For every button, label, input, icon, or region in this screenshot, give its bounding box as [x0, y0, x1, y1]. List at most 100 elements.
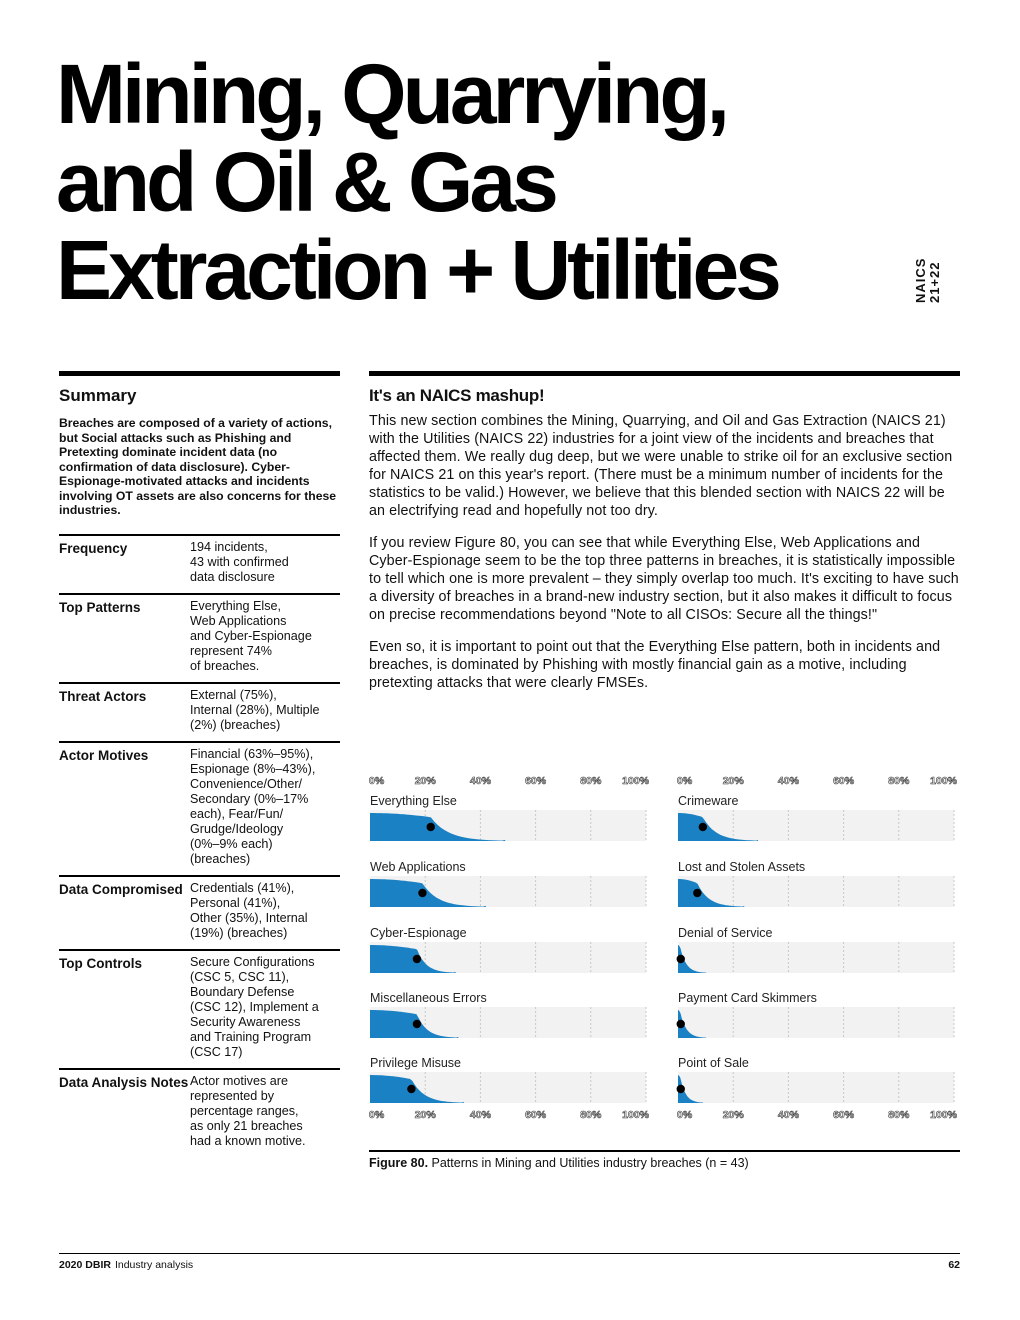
x-tick-label: 0%: [677, 775, 693, 787]
figure-caption: Figure 80. Patterns in Mining and Utilit…: [369, 1156, 749, 1170]
fact-value-line: 194 incidents,: [190, 539, 268, 554]
page-title: Mining, Quarrying, and Oil & Gas Extract…: [56, 47, 782, 317]
fact-value: Everything Else, Web Applications and Cybe…: [190, 594, 340, 683]
median-point: [418, 888, 427, 898]
chart-svg: 0% 0% 20% 20% 40% 40% 60% 60% 80% 80% 100% 100% Ever…: [369, 775, 958, 1122]
median-point: [407, 1084, 416, 1094]
distribution-slab: [370, 879, 486, 907]
caption-label: Figure 80.: [369, 1156, 429, 1170]
fact-value: Credentials (41%), Personal (41%), Other (…: [190, 876, 340, 950]
fact-value: External (75%), Internal (28%), Multiple(…: [190, 683, 340, 742]
figure-80-chart: 0% 0% 20% 20% 40% 40% 60% 60% 80% 80% 100% 100% Ever…: [367, 770, 962, 1122]
fact-value: Actor motives are represented by percentag…: [190, 1069, 340, 1157]
x-tick-label: 60%: [525, 1109, 547, 1121]
facts-row: Top Controls Secure Configurations (CSC 5,…: [59, 949, 340, 1069]
fact-value-line: represented by: [190, 1088, 275, 1103]
x-tick-label: 0%: [677, 1109, 693, 1121]
series-label: Payment Card Skimmers: [678, 991, 817, 1005]
title-line: Mining, Quarrying,: [56, 47, 730, 141]
fact-value-line: Other (35%), Internal: [190, 910, 308, 925]
fact-value-line: Secure Configurations: [190, 954, 315, 969]
x-tick-label: 20%: [723, 1109, 745, 1121]
median-point: [426, 822, 435, 832]
fact-value-line: (CSC 17): [190, 1044, 243, 1059]
x-tick-label: 40%: [470, 1109, 492, 1121]
body-paragraph: If you review Figure 80, you can see tha…: [369, 535, 959, 623]
facts-row: Actor Motives Financial (63%–95%), Espiona…: [59, 741, 340, 876]
x-tick-label: 0%: [369, 775, 385, 787]
fact-value-line: Actor motives are: [190, 1073, 288, 1088]
naics-codes: 21+22: [927, 261, 942, 303]
fact-value-line: data disclosure: [190, 569, 275, 584]
distribution-slab: [678, 1010, 706, 1038]
x-tick-label: 60%: [525, 775, 547, 787]
fact-value-line: External (75%),: [190, 687, 277, 702]
facts-row: Threat Actors External (75%), Internal (28…: [59, 682, 340, 742]
distribution-slab: [370, 1075, 464, 1103]
footer-rule: [59, 1253, 960, 1254]
x-tick-label: 80%: [580, 1109, 602, 1121]
x-tick-label: 40%: [778, 1109, 800, 1121]
fact-label: Data Analysis Notes: [59, 1074, 189, 1090]
fact-value-line: represent 74%: [190, 643, 272, 658]
x-tick-label: 100%: [930, 775, 958, 787]
naics-tag: NAICS 21+22: [913, 257, 942, 303]
summary-heading: Summary: [59, 386, 137, 405]
series-label: Lost and Stolen Assets: [678, 860, 805, 874]
fact-label: Frequency: [59, 540, 128, 556]
series-label: Denial of Service: [678, 926, 773, 940]
title-line: and Oil & Gas: [56, 135, 559, 229]
x-tick-label: 40%: [470, 775, 492, 787]
series-label: Point of Sale: [678, 1056, 749, 1070]
fact-value-line: and Training Program: [190, 1029, 312, 1044]
fact-value: Secure Configurations (CSC 5, CSC 11), Bou…: [190, 950, 340, 1069]
x-tick-label: 60%: [833, 775, 855, 787]
fact-label: Actor Motives: [59, 747, 149, 763]
median-point: [676, 1019, 685, 1029]
facts-table: Frequency 194 incidents, 43 with confirmed…: [59, 534, 340, 1157]
fact-value-line: Convenience/Other/: [190, 776, 303, 791]
fact-value: Financial (63%–95%), Espionage (8%–43%), C…: [190, 742, 340, 876]
fact-value-line: Security Awareness: [190, 1014, 301, 1029]
fact-value-line: percentage ranges,: [190, 1103, 299, 1118]
x-tick-label: 60%: [833, 1109, 855, 1121]
median-point: [698, 822, 708, 832]
x-tick-label: 40%: [778, 775, 800, 787]
x-tick-label: 80%: [888, 775, 910, 787]
naics-label: NAICS: [913, 257, 928, 303]
x-tick-label: 80%: [580, 775, 602, 787]
fact-value-line: and Cyber-Espionage: [190, 628, 312, 643]
distribution-slab: [678, 945, 706, 973]
facts-row: Top Patterns Everything Else, Web Applicat…: [59, 593, 340, 683]
series-label: Miscellaneous Errors: [370, 991, 487, 1005]
series-label: Cyber-Espionage: [370, 926, 467, 940]
fact-value-line: Financial (63%–95%),: [190, 746, 314, 761]
fact-value-line: Everything Else,: [190, 598, 281, 613]
x-tick-label: 0%: [369, 1109, 385, 1121]
series-label: Everything Else: [370, 794, 457, 808]
distribution-slab: [370, 813, 506, 841]
summary-text: Breaches are composed of a variety of ac…: [59, 416, 337, 517]
series-label: Web Applications: [370, 860, 466, 874]
median-point: [676, 1084, 685, 1094]
caption-text: Patterns in Mining and Utilities industr…: [428, 1156, 749, 1170]
fact-value-line: (0%–9% each): [190, 836, 273, 851]
row-panel: [678, 1072, 954, 1103]
fact-value-line: of breaches.: [190, 658, 260, 673]
fact-value-line: each), Fear/Fun/: [190, 806, 284, 821]
fact-value-line: Personal (41%),: [190, 895, 281, 910]
fact-value-line: (19%) (breaches): [190, 925, 288, 940]
fact-value-line: Internal (28%), Multiple: [190, 702, 320, 717]
fact-value: 194 incidents, 43 with confirmed data disc…: [190, 535, 340, 594]
fact-value-line: Web Applications: [190, 613, 287, 628]
x-tick-label: 100%: [622, 775, 650, 787]
section-rule: [369, 371, 960, 376]
fact-label: Data Compromised: [59, 881, 183, 897]
row-panel: [678, 942, 954, 973]
facts-row: Frequency 194 incidents, 43 with confirmed…: [59, 534, 340, 594]
section-heading: It's an NAICS mashup!: [369, 386, 545, 405]
fact-value-line: (2%) (breaches): [190, 717, 281, 732]
x-tick-label: 100%: [622, 1109, 650, 1121]
series-label: Crimeware: [678, 794, 738, 808]
title-line: Extraction + Utilities: [56, 223, 782, 317]
